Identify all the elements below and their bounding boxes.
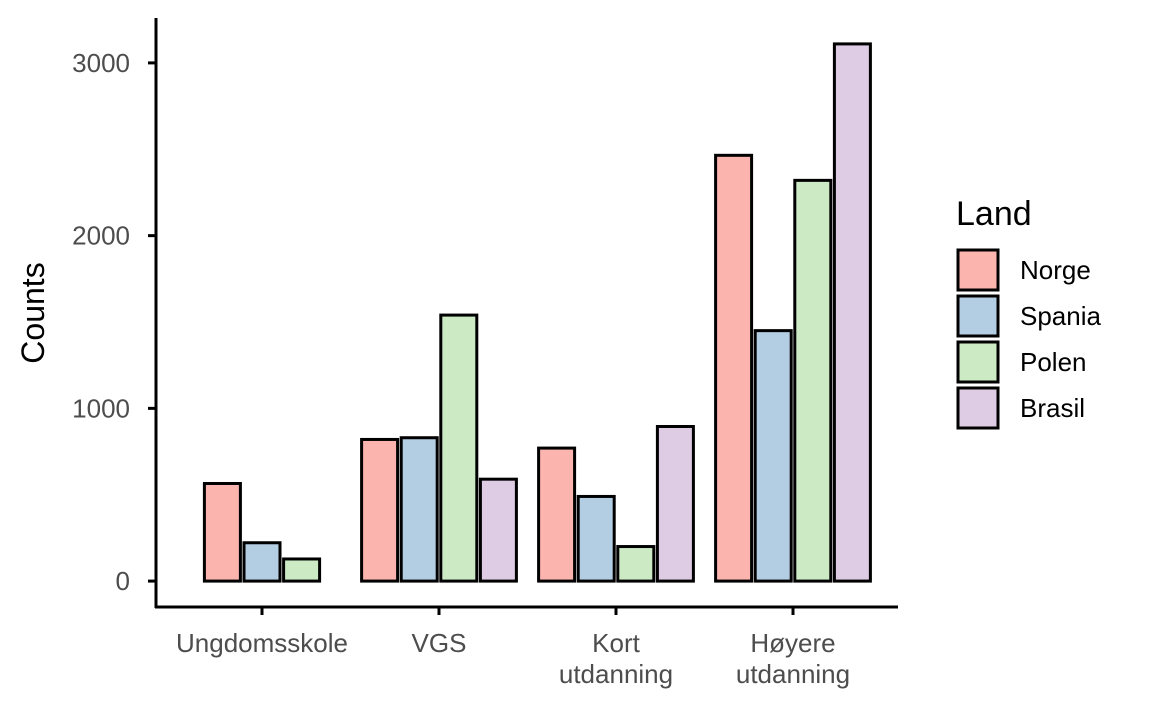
bar-norge	[360, 437, 400, 583]
bar-spania	[576, 494, 616, 583]
bars-layer	[202, 42, 872, 583]
legend: Land Norge Spania Polen Brasil	[956, 195, 1101, 430]
bar-spania	[399, 436, 439, 583]
legend-label-polen: Polen	[1020, 347, 1087, 377]
y-tick-label: 1000	[72, 393, 130, 423]
x-tick-label: Ungdomsskole	[176, 628, 348, 658]
x-tick-label: utdanning	[736, 659, 850, 689]
y-axis-title: Counts	[15, 262, 51, 363]
bar-polen	[439, 313, 479, 583]
legend-label-norge: Norge	[1020, 255, 1091, 285]
x-tick-label: Kort	[592, 628, 640, 658]
bar-polen	[616, 545, 656, 583]
legend-swatch-brasil	[956, 386, 1000, 430]
bar-spania	[753, 329, 793, 583]
x-tick-label: utdanning	[559, 659, 673, 689]
bar-brasil	[655, 425, 695, 583]
y-tick-label: 2000	[72, 221, 130, 251]
legend-title: Land	[956, 195, 1032, 233]
legend-swatch-spania	[956, 294, 1000, 338]
y-tick-label: 0	[116, 566, 130, 596]
bar-norge	[202, 482, 242, 583]
x-tick-label: Høyere	[750, 628, 835, 658]
legend-label-spania: Spania	[1020, 301, 1101, 331]
bar-polen	[793, 178, 833, 583]
bar-norge	[714, 153, 754, 583]
legend-swatch-polen	[956, 340, 1000, 384]
x-tick-label: VGS	[412, 628, 467, 658]
bar-polen	[282, 557, 322, 583]
legend-label-brasil: Brasil	[1020, 393, 1085, 423]
bar-brasil	[832, 42, 872, 583]
bar-norge	[537, 446, 577, 583]
bar-spania	[242, 541, 282, 583]
legend-swatch-norge	[956, 248, 1000, 292]
y-axis-ticks: 0 1000 2000 3000	[72, 48, 156, 596]
y-tick-label: 3000	[72, 48, 130, 78]
bar-brasil	[478, 477, 518, 583]
x-axis-ticks: Ungdomsskole VGS KortutdanningHøyereutdann…	[176, 607, 850, 689]
